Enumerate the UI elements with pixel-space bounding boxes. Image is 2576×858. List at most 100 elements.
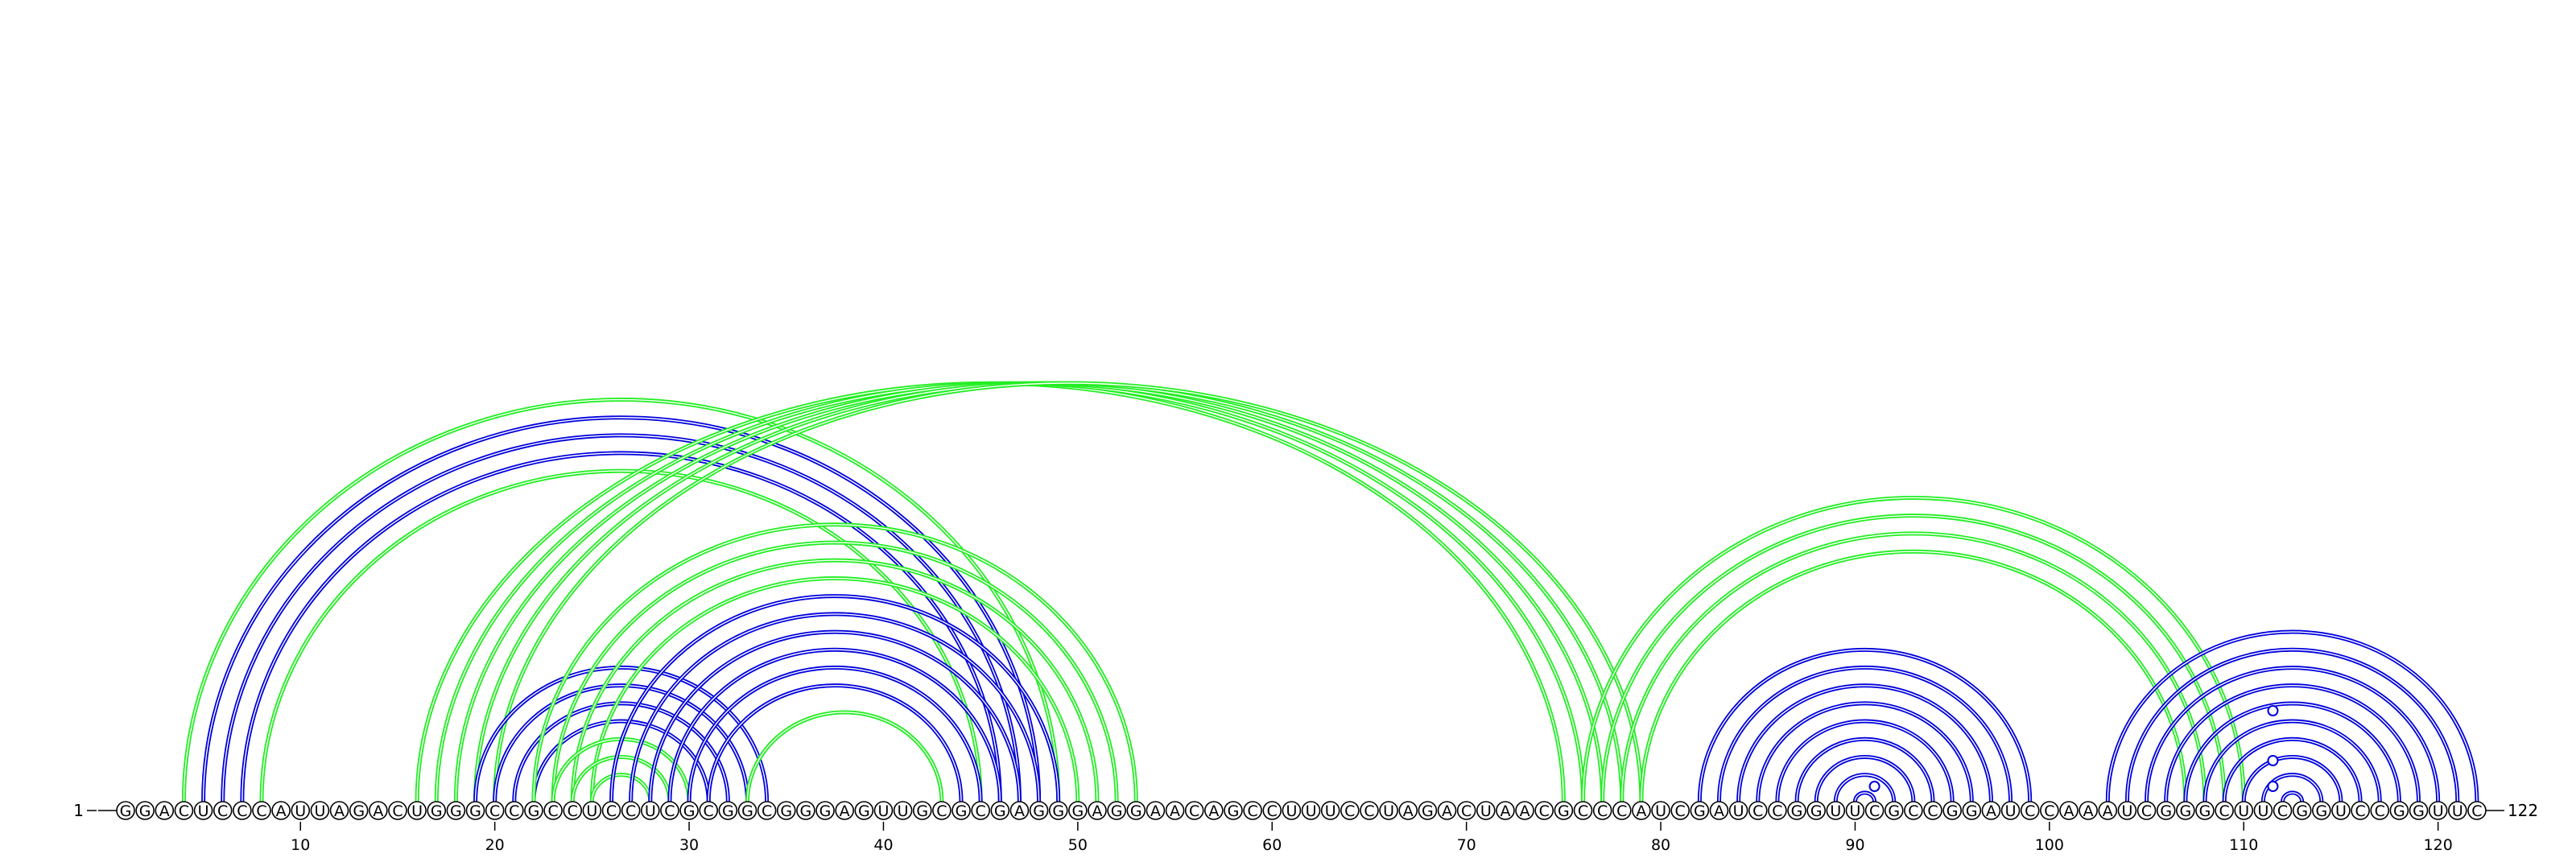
nucleotide-letter: C xyxy=(217,802,228,820)
nucleotide: C xyxy=(2370,801,2390,820)
nucleotide: U xyxy=(2428,801,2448,820)
nucleotide-circle xyxy=(1204,801,1224,820)
nucleotide-letter: A xyxy=(1092,802,1103,820)
nucleotide: C xyxy=(621,801,641,820)
nucleotide-letter: A xyxy=(1714,802,1724,820)
nucleotide: C xyxy=(1534,801,1554,820)
nucleotide: G xyxy=(718,801,738,820)
nucleotide-letter: G xyxy=(956,802,968,820)
base-pair-arc-inner xyxy=(261,470,981,802)
nucleotide-circle xyxy=(155,801,175,820)
nucleotide-letter: C xyxy=(392,802,402,820)
loop-marker xyxy=(2267,705,2279,716)
nucleotide-letter: G xyxy=(1052,802,1064,820)
nucleotide-letter: C xyxy=(1247,802,1257,820)
nucleotide-circle xyxy=(1728,801,1748,820)
nucleotide: A xyxy=(1496,801,1515,820)
nucleotide-circle xyxy=(757,801,777,820)
nucleotide-circle xyxy=(912,801,932,820)
nucleotide-circle xyxy=(252,801,271,820)
nucleotide: U xyxy=(2448,801,2467,820)
nucleotide-circle xyxy=(116,801,135,820)
base-pair-arc-inner xyxy=(2107,631,2478,802)
nucleotide-circle xyxy=(1282,801,1302,820)
base-pair-arc xyxy=(531,719,711,802)
nucleotide-circle xyxy=(2040,801,2059,820)
position-axis: 10 20 30 40 50 60 70 80 90 100 110 120 xyxy=(291,822,2453,854)
nucleotide-letter: C xyxy=(1597,802,1608,820)
nucleotide-circle xyxy=(660,801,679,820)
base-pair-arc xyxy=(1814,754,1916,802)
nucleotide: A xyxy=(369,801,388,820)
nucleotide-circle xyxy=(174,801,194,820)
nucleotide-letter: U xyxy=(1325,802,1336,820)
nucleotide: G xyxy=(854,801,874,820)
nucleotide-circle xyxy=(2428,801,2448,820)
nucleotide: G xyxy=(776,801,796,820)
nucleotide: G xyxy=(952,801,971,820)
nucleotide-circle xyxy=(329,801,349,820)
nucleotide-letter: C xyxy=(704,802,714,820)
nucleotide: U xyxy=(1282,801,1302,820)
base-pair-arc-inner xyxy=(1621,533,2206,802)
nucleotide-letter: C xyxy=(489,802,500,820)
nucleotide-circle xyxy=(446,801,466,820)
nucleotide-circle xyxy=(1379,801,1398,820)
nucleotide-letter: A xyxy=(1150,802,1161,820)
nucleotide: U xyxy=(2234,801,2254,820)
nucleotide-letter: G xyxy=(1558,802,1570,820)
nucleotide-circle xyxy=(485,801,505,820)
nucleotide: C xyxy=(1923,801,1942,820)
nucleotide-circle xyxy=(932,801,952,820)
nucleotide-circle xyxy=(2195,801,2215,820)
nucleotide-letter: G xyxy=(683,802,696,820)
base-pair-arc-inner xyxy=(2165,684,2420,802)
nucleotide: G xyxy=(1107,801,1126,820)
base-pair-arc xyxy=(589,773,653,802)
base-pair-arc xyxy=(1775,719,1955,802)
nucleotide: A xyxy=(155,801,175,820)
nucleotide-circle xyxy=(1942,801,1962,820)
nucleotide-letter: A xyxy=(2103,802,2113,820)
nucleotide: G xyxy=(679,801,699,820)
nucleotide-letter: C xyxy=(762,802,772,820)
nucleotide-circle xyxy=(873,801,894,820)
base-pair-arc-inner xyxy=(669,649,1001,802)
nucleotide-circle xyxy=(1845,801,1865,820)
base-pair-arc-inner xyxy=(514,703,729,802)
nucleotide-circle xyxy=(1165,801,1185,820)
nucleotide-letter: G xyxy=(2296,802,2308,820)
nucleotide-circle xyxy=(1360,801,1379,820)
nucleotide: G xyxy=(1048,801,1068,820)
nucleotide-circle xyxy=(1592,801,1612,820)
nucleotide: G xyxy=(737,801,758,820)
nucleotide-circle xyxy=(2176,801,2195,820)
nucleotide-circle xyxy=(1418,801,1438,820)
base-pair-arc-inner xyxy=(572,756,671,802)
nucleotide: G xyxy=(2312,801,2331,820)
nucleotide: C xyxy=(1748,801,1768,820)
nucleotide: U xyxy=(1301,801,1321,820)
nucleotide-circle xyxy=(893,801,913,820)
base-pair-arc-inner xyxy=(746,712,943,802)
nucleotide: C xyxy=(2351,801,2370,820)
nucleotide-letter: U xyxy=(1655,802,1666,820)
nucleotide-circle xyxy=(971,801,990,820)
nucleotide: A xyxy=(1088,801,1107,820)
nucleotide-letter: C xyxy=(2277,802,2288,820)
nucleotide-letter: U xyxy=(314,802,325,820)
nucleotide: U xyxy=(1651,801,1670,820)
nucleotide: G xyxy=(1554,801,1574,820)
nucleotide: G xyxy=(1068,801,1088,820)
nucleotide-circle xyxy=(1554,801,1574,820)
nucleotide-letter: C xyxy=(2471,802,2482,820)
nucleotide-circle xyxy=(679,801,699,820)
end-position-label: 122 xyxy=(2508,801,2538,820)
nucleotide: A xyxy=(1204,801,1224,820)
base-pair-arc-inner xyxy=(2204,720,2380,802)
nucleotide-circle xyxy=(1651,801,1670,820)
nucleotide: G xyxy=(2156,801,2176,820)
nucleotide: G xyxy=(135,801,155,820)
nucleotide: G xyxy=(1029,801,1049,820)
